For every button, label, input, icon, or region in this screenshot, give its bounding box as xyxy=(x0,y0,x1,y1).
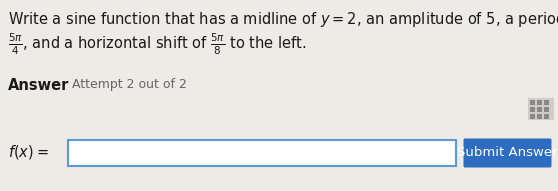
FancyBboxPatch shape xyxy=(464,138,551,168)
Text: Answer: Answer xyxy=(8,78,69,93)
Text: $\frac{5\pi}{4}$, and a horizontal shift of $\frac{5\pi}{8}$ to the left.: $\frac{5\pi}{4}$, and a horizontal shift… xyxy=(8,32,306,57)
Bar xyxy=(537,107,542,112)
Text: Submit Answer: Submit Answer xyxy=(457,146,558,159)
Bar xyxy=(537,114,542,119)
Bar xyxy=(530,107,535,112)
Bar xyxy=(537,100,542,105)
Text: $f(x) =$: $f(x) =$ xyxy=(8,143,49,161)
Bar xyxy=(530,100,535,105)
Bar xyxy=(544,107,549,112)
Text: Write a sine function that has a midline of $y = 2$, an amplitude of 5, a period: Write a sine function that has a midline… xyxy=(8,10,558,29)
Bar xyxy=(544,100,549,105)
Text: Attempt 2 out of 2: Attempt 2 out of 2 xyxy=(72,78,187,91)
FancyBboxPatch shape xyxy=(68,140,456,166)
Bar xyxy=(528,98,554,120)
Bar xyxy=(544,114,549,119)
Bar xyxy=(530,114,535,119)
